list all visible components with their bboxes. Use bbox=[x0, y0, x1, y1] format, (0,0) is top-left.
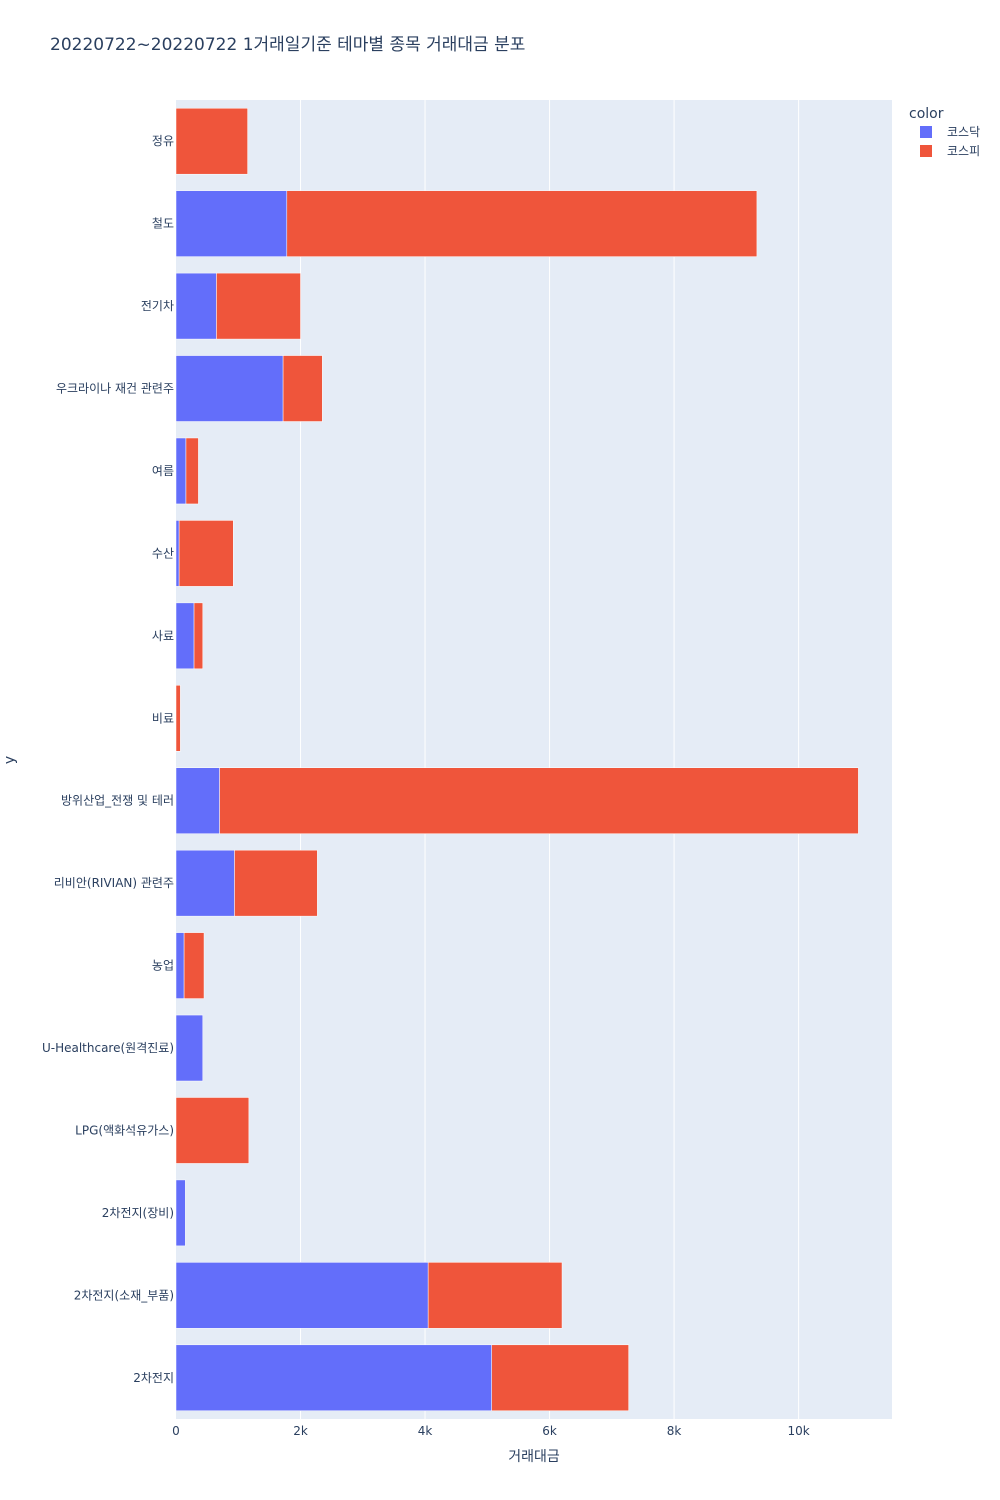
legend-label-코스닥[interactable]: 코스닥 bbox=[947, 125, 980, 139]
bar-코스피-6[interactable] bbox=[193, 602, 204, 670]
bar-코스피-4[interactable] bbox=[185, 437, 199, 505]
x-tick-label: 0 bbox=[172, 1424, 180, 1438]
bar-코스피-0[interactable] bbox=[175, 107, 248, 175]
x-axis-title: 거래대금 bbox=[508, 1449, 560, 1465]
y-tick-label: 리비안(RIVIAN) 관련주 bbox=[54, 876, 174, 890]
x-tick-label: 2k bbox=[293, 1424, 308, 1438]
bar-코스닥-6[interactable] bbox=[175, 602, 195, 670]
y-tick-label: 2차전지(장비) bbox=[102, 1206, 174, 1220]
y-tick-label: LPG(액화석유가스) bbox=[75, 1123, 174, 1137]
y-axis-title: y bbox=[2, 756, 18, 764]
x-tick-label: 6k bbox=[542, 1424, 557, 1438]
bar-코스피-1[interactable] bbox=[286, 190, 758, 257]
y-tick-label: 방위산업_전쟁 및 테러 bbox=[61, 794, 174, 808]
y-tick-label: 사료 bbox=[152, 629, 174, 643]
bar-코스닥-5[interactable] bbox=[175, 520, 180, 587]
bar-코스피-2[interactable] bbox=[216, 272, 301, 340]
y-tick-label: 전기차 bbox=[141, 299, 174, 313]
bar-코스닥-1[interactable] bbox=[175, 190, 288, 257]
y-tick-label: 2차전지 bbox=[133, 1371, 174, 1385]
bar-코스피-14[interactable] bbox=[427, 1262, 563, 1329]
bar-코스닥-13[interactable] bbox=[175, 1179, 186, 1247]
legend-label-코스피[interactable]: 코스피 bbox=[947, 144, 980, 158]
bar-코스피-5[interactable] bbox=[178, 520, 234, 587]
bar-코스피-9[interactable] bbox=[234, 849, 318, 917]
y-tick-label: 수산 bbox=[152, 546, 174, 560]
y-tick-label: 비료 bbox=[152, 711, 174, 725]
y-tick-label: 철도 bbox=[152, 217, 174, 231]
y-tick-label: 우크라이나 재건 관련주 bbox=[56, 382, 174, 396]
bar-코스닥-9[interactable] bbox=[175, 849, 235, 917]
bar-코스닥-4[interactable] bbox=[175, 437, 187, 505]
y-tick-label: U-Healthcare(원격진료) bbox=[42, 1041, 174, 1055]
bar-코스피-12[interactable] bbox=[175, 1097, 250, 1164]
x-tick-label: 10k bbox=[787, 1424, 809, 1438]
y-tick-label: 정유 bbox=[152, 134, 174, 148]
x-tick-labels: 0 2k 4k 6k 8k 10k bbox=[172, 1424, 810, 1438]
chart-title: 20220722~20220722 1거래일기준 테마별 종목 거래대금 분포 bbox=[50, 35, 525, 55]
bar-코스닥-3[interactable] bbox=[175, 355, 284, 422]
bar-코스피-15[interactable] bbox=[491, 1344, 629, 1412]
y-tick-label: 농업 bbox=[152, 959, 174, 973]
y-tick-label: 2차전지(소재_부품) bbox=[74, 1288, 174, 1302]
bar-코스닥-8[interactable] bbox=[175, 767, 220, 834]
x-tick-label: 8k bbox=[667, 1424, 682, 1438]
bar-코스피-10[interactable] bbox=[183, 932, 205, 999]
bar-코스닥-15[interactable] bbox=[175, 1344, 492, 1412]
y-tick-label: 여름 bbox=[152, 464, 174, 478]
bar-코스피-8[interactable] bbox=[219, 767, 859, 834]
bar-코스피-7[interactable] bbox=[175, 685, 181, 752]
legend-swatch-코스피[interactable] bbox=[920, 145, 932, 157]
legend-swatch-코스닥[interactable] bbox=[920, 126, 932, 138]
bar-코스닥-10[interactable] bbox=[175, 932, 185, 999]
legend-title: color bbox=[909, 106, 944, 122]
bar-코스피-3[interactable] bbox=[282, 355, 323, 422]
bar-코스닥-2[interactable] bbox=[175, 272, 217, 340]
bar-코스닥-11[interactable] bbox=[175, 1014, 204, 1082]
x-tick-label: 4k bbox=[418, 1424, 433, 1438]
bars bbox=[175, 107, 859, 1412]
bar-코스닥-14[interactable] bbox=[175, 1262, 429, 1329]
